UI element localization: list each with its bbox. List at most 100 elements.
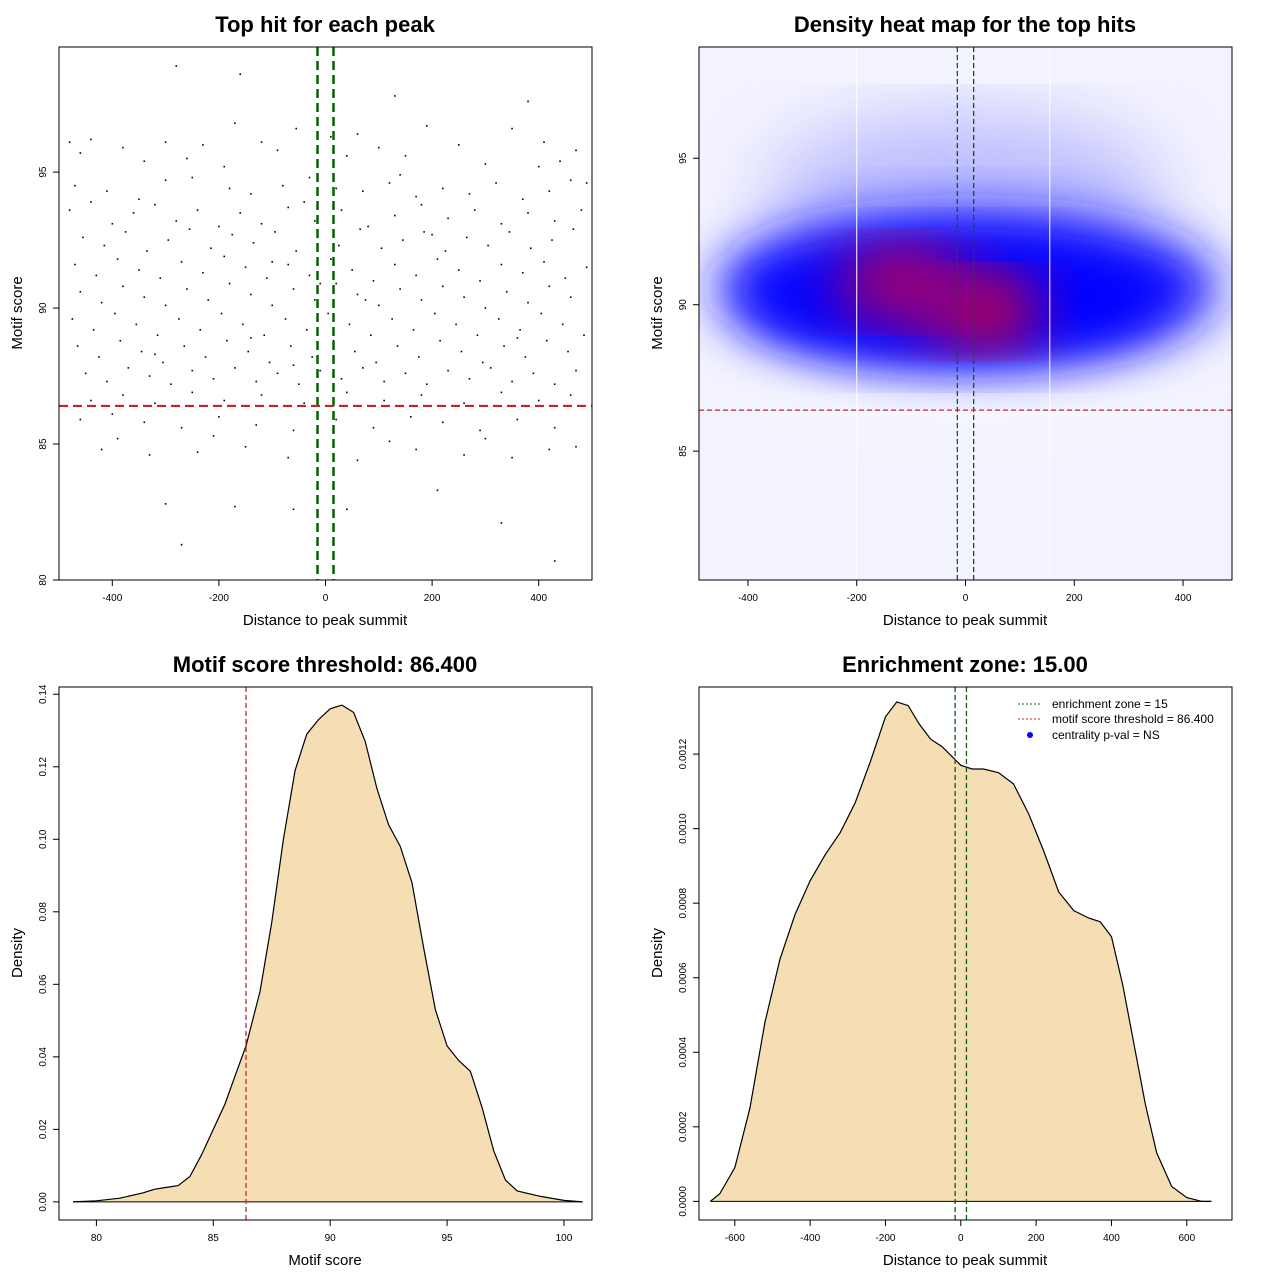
scatter-point (423, 231, 425, 233)
score-density-curve (72, 704, 583, 1203)
scatter-point (447, 369, 449, 372)
y-tick-label: 0.08 (38, 902, 49, 922)
x-tick-label: 200 (1066, 593, 1083, 604)
scatter-point (468, 193, 471, 195)
scatter-point (220, 312, 223, 315)
scatter-point (460, 350, 463, 353)
scatter-point (76, 345, 79, 347)
scatter-point (255, 424, 258, 426)
scatter-point (543, 261, 545, 263)
x-tick-label: 200 (424, 593, 441, 604)
scatter-point (146, 250, 148, 252)
y-tick-label: 0.12 (38, 757, 49, 777)
scatter-point (231, 233, 234, 236)
scatter-point (447, 217, 449, 220)
scatter-point (202, 144, 204, 146)
scatter-point (356, 133, 359, 135)
scatter-point (527, 100, 529, 103)
scatter-point (71, 318, 74, 320)
scatter-point (553, 383, 556, 386)
scatter-point (383, 380, 385, 383)
scatter-point (143, 296, 146, 298)
scatter-point (375, 361, 377, 364)
scatter-point (441, 187, 444, 190)
scatter-point (143, 160, 146, 163)
scatter-point (327, 312, 329, 315)
scatter-point (553, 220, 556, 222)
scatter-point (516, 418, 519, 421)
scatter-point (292, 288, 295, 290)
scatter-point (569, 394, 572, 396)
x-tick-label: 200 (1028, 1233, 1045, 1244)
scatter-point (441, 421, 444, 424)
scatter-point (138, 198, 140, 201)
scatter-point (186, 288, 188, 290)
scatter-point (575, 369, 577, 372)
scatter-point (90, 201, 92, 203)
scatter-point (508, 231, 511, 233)
scatter-point (415, 195, 417, 198)
scatter-point (346, 154, 348, 157)
scatter-point (473, 209, 476, 211)
scatter-point (292, 508, 295, 511)
y-tick-label: 0.04 (38, 1047, 49, 1067)
scatter-point (489, 367, 492, 369)
scatter-point (431, 233, 433, 236)
scatter-point (314, 220, 316, 222)
scatter-point (90, 399, 92, 402)
scatter-point (244, 266, 247, 269)
distance-density-y-label: Density (649, 927, 666, 978)
scatter-point (425, 383, 428, 386)
scatter-point (420, 299, 423, 301)
score-density-y-label: Density (9, 927, 26, 978)
x-tick-label: -600 (725, 1233, 745, 1244)
scatter-point (119, 339, 122, 342)
density-area (73, 705, 583, 1202)
scatter-point (218, 225, 220, 228)
scatter-point (372, 280, 375, 282)
scatter-point (393, 95, 396, 97)
scatter-point (404, 372, 407, 375)
scatter-point (484, 307, 487, 309)
scatter-point (210, 247, 212, 250)
scatter-point (335, 282, 337, 285)
scatter-point (364, 299, 367, 301)
score-density-plot-frame (58, 686, 593, 1221)
x-tick-label: 95 (441, 1233, 453, 1244)
scatter-point (401, 239, 404, 241)
scatter-point (234, 505, 236, 508)
scatter-point (487, 244, 489, 247)
y-tick-label: 0.0012 (678, 738, 689, 769)
density-line (709, 701, 1212, 1202)
scatter-point (495, 182, 497, 184)
distance-density-y-axis: 0.0000 0.0002 0.0004 0.0006 0.0008 0.0010 0.00… (678, 738, 699, 1217)
scatter-point (100, 301, 103, 304)
scatter-point (183, 345, 186, 347)
scatter-point (268, 361, 271, 364)
scatter-y-label: Motif score (9, 276, 26, 349)
scatter-point (132, 212, 135, 214)
scatter-point (287, 456, 289, 459)
scatter-point (276, 149, 279, 152)
scatter-point (540, 312, 543, 315)
scatter-point (228, 187, 231, 190)
scatter-point (138, 269, 140, 271)
scatter-point (415, 274, 417, 277)
scatter-point (111, 413, 114, 415)
scatter-point (441, 285, 444, 288)
scatter-point (372, 426, 375, 429)
scatter-point (212, 435, 215, 437)
scatter-point (346, 391, 348, 394)
scatter-point (260, 222, 263, 225)
legend: enrichment zone = 15 motif score thresho… (1018, 697, 1214, 742)
y-tick-label: 0.0008 (678, 887, 689, 918)
scatter-point (260, 394, 263, 396)
x-tick-label: 400 (1103, 1233, 1120, 1244)
scatter-point (420, 203, 423, 206)
scatter-point (223, 399, 226, 402)
scatter-point (537, 165, 540, 168)
scatter-point (114, 312, 116, 315)
scatter-point (383, 399, 385, 402)
scatter-point (164, 503, 167, 505)
scatter-point (306, 329, 308, 331)
